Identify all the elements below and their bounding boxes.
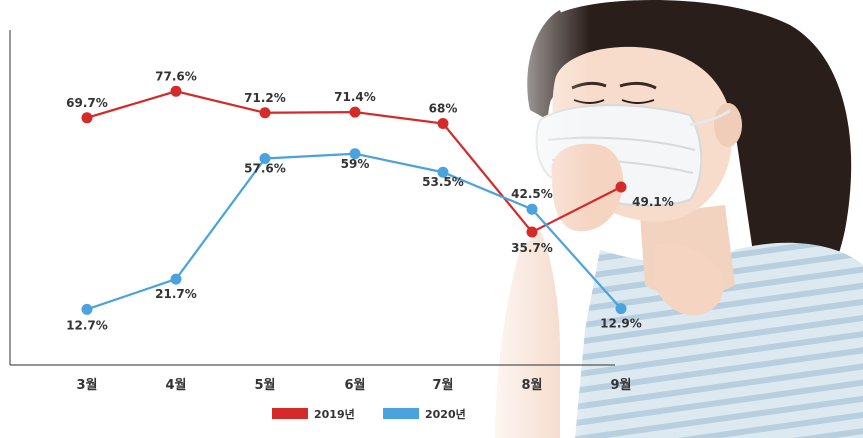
data-point	[615, 181, 627, 193]
data-label: 68%	[429, 102, 458, 116]
data-point	[349, 148, 361, 160]
data-label: 53.5%	[422, 175, 464, 189]
x-tick-label: 9월	[610, 377, 631, 393]
legend-label: 2019년	[314, 407, 355, 421]
data-label: 77.6%	[155, 69, 197, 83]
x-tick-label: 8월	[521, 377, 542, 393]
data-point	[170, 273, 182, 285]
x-tick-label: 4월	[165, 377, 186, 393]
x-tick-layer: 3월 4월 5월 6월 7월 8월 9월	[76, 377, 631, 393]
data-label: 12.7%	[66, 318, 108, 332]
data-label: 71.4%	[334, 90, 376, 104]
data-label: 59%	[341, 157, 370, 171]
data-point	[259, 152, 271, 164]
data-label: 35.7%	[511, 241, 553, 255]
data-point	[526, 226, 538, 238]
series-layer: 69.7% 77.6% 71.2% 71.4% 68% 35.7% 49.1% 12.7% 21…	[66, 69, 674, 332]
data-label: 57.6%	[244, 161, 286, 175]
data-label: 12.9%	[600, 317, 642, 331]
x-tick-label: 7월	[432, 377, 453, 393]
legend-swatch	[383, 408, 419, 419]
data-point	[526, 203, 538, 215]
data-point	[615, 303, 627, 315]
data-point	[81, 303, 93, 315]
data-label: 71.2%	[244, 91, 286, 105]
data-point	[437, 118, 449, 130]
series-line-2	[86, 152, 622, 311]
data-point	[81, 112, 93, 124]
data-point	[170, 85, 182, 97]
data-point	[259, 107, 271, 119]
x-tick-label: 3월	[76, 377, 97, 393]
legend-swatch	[272, 408, 308, 419]
data-label: 42.5%	[511, 187, 553, 201]
data-label: 49.1%	[632, 195, 674, 209]
data-label: 21.7%	[155, 287, 197, 301]
x-tick-label: 6월	[344, 377, 365, 393]
x-tick-label: 5월	[254, 377, 275, 393]
data-label: 69.7%	[66, 96, 108, 110]
legend: 2019년 2020년	[272, 407, 466, 421]
data-point	[437, 166, 449, 178]
data-point	[349, 106, 361, 118]
legend-label: 2020년	[425, 407, 466, 421]
